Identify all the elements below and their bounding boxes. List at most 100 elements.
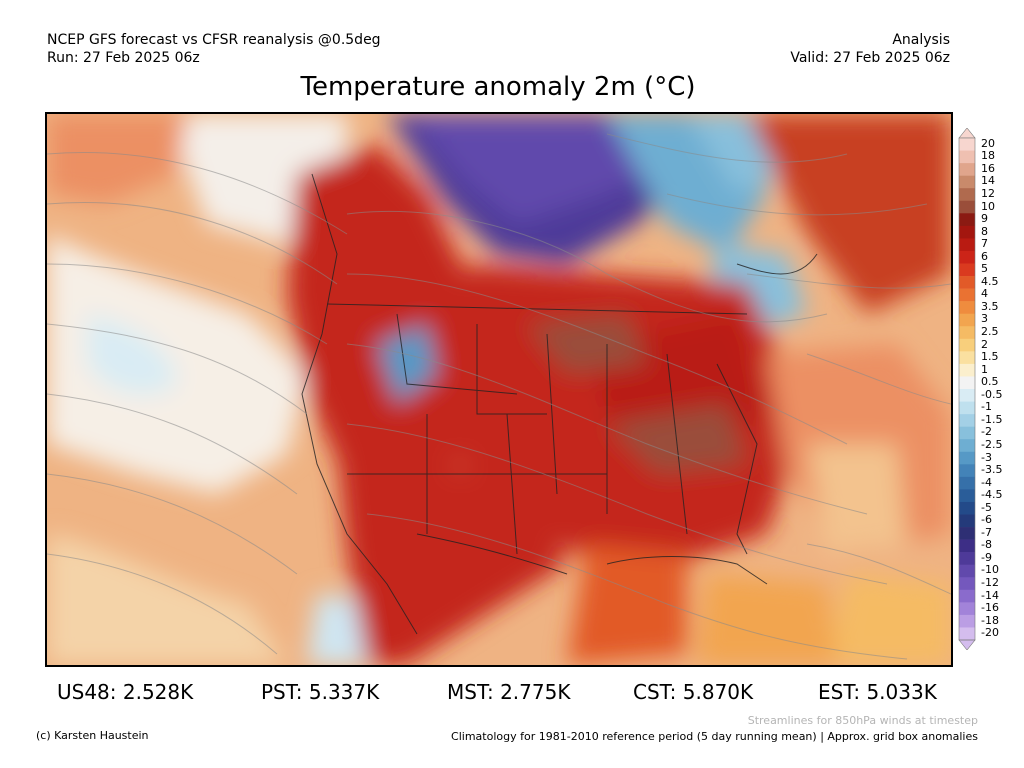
colorbar-tick-label: 20 bbox=[981, 136, 995, 150]
colorbar-tick-label: -3.5 bbox=[981, 463, 1003, 477]
colorbar-tick-label: -12 bbox=[981, 576, 999, 590]
colorbar-tick-label: 14 bbox=[981, 174, 995, 188]
colorbar-tick-label: -14 bbox=[981, 588, 999, 602]
colorbar-swatch bbox=[959, 602, 975, 616]
colorbar-swatch bbox=[959, 138, 975, 151]
run-time: Run: 27 Feb 2025 06z bbox=[47, 50, 200, 66]
colorbar-swatch bbox=[959, 163, 975, 176]
regional-stats: US48: 2.528K PST: 5.337K MST: 2.775K CST… bbox=[0, 679, 1024, 707]
colorbar-tick-label: -10 bbox=[981, 563, 999, 577]
stat-us48: US48: 2.528K bbox=[57, 680, 194, 704]
colorbar-swatch bbox=[959, 451, 975, 465]
colorbar-swatch bbox=[959, 276, 975, 289]
colorbar-frame bbox=[958, 137, 976, 641]
colorbar-tick-label: -8 bbox=[981, 538, 992, 552]
colorbar-swatch bbox=[959, 376, 975, 390]
colorbar-swatch bbox=[959, 200, 975, 214]
colorbar-swatch bbox=[959, 627, 975, 641]
colorbar-swatch bbox=[959, 464, 975, 478]
colorbar-swatch bbox=[959, 401, 975, 415]
colorbar-swatch bbox=[959, 589, 975, 603]
colorbar-swatch bbox=[959, 301, 975, 314]
colorbar-tick-label: 1.5 bbox=[981, 350, 999, 364]
colorbar-tick-label: -3 bbox=[981, 450, 992, 464]
colorbar-tick-label: 3.5 bbox=[981, 299, 999, 313]
stat-est: EST: 5.033K bbox=[818, 680, 937, 704]
credit-text: (c) Karsten Haustein bbox=[36, 729, 149, 742]
colorbar-swatch bbox=[959, 238, 975, 252]
colorbar-tick-label: 4 bbox=[981, 287, 988, 301]
colorbar-tick-label: 9 bbox=[981, 212, 988, 226]
analysis-label: Analysis bbox=[892, 32, 950, 48]
colorbar-tick-label: -1 bbox=[981, 400, 992, 414]
colorbar-swatch bbox=[959, 175, 975, 189]
colorbar-swatch bbox=[959, 363, 975, 377]
colorbar-tick-label: -7 bbox=[981, 525, 992, 539]
colorbar-bottom-arrow bbox=[958, 639, 976, 650]
colorbar-swatch bbox=[959, 514, 975, 528]
colorbar-tick-label: 7 bbox=[981, 237, 988, 251]
anomaly-map bbox=[45, 112, 953, 667]
colorbar-tick-label: 6 bbox=[981, 249, 988, 263]
colorbar-tick-label: -4.5 bbox=[981, 488, 1003, 502]
colorbar-tick-label: 16 bbox=[981, 161, 995, 175]
colorbar-tick-label: 2 bbox=[981, 337, 988, 351]
colorbar-swatch bbox=[959, 313, 975, 327]
colorbar-tick-label: -5 bbox=[981, 500, 992, 514]
colorbar-swatch bbox=[959, 326, 975, 340]
colorbar-swatch bbox=[959, 489, 975, 503]
colorbar-tick-label: -16 bbox=[981, 601, 999, 615]
map-canvas bbox=[47, 114, 951, 665]
colorbar-swatch bbox=[959, 414, 975, 427]
colorbar-tick-label: -18 bbox=[981, 613, 999, 627]
colorbar-swatch bbox=[959, 552, 975, 565]
colorbar-swatch bbox=[959, 338, 975, 352]
colorbar-swatch bbox=[959, 476, 975, 490]
colorbar-swatch bbox=[959, 439, 975, 453]
streamlines bbox=[47, 133, 951, 660]
stat-mst: MST: 2.775K bbox=[447, 680, 571, 704]
stat-cst: CST: 5.870K bbox=[633, 680, 754, 704]
anomaly-field bbox=[47, 114, 951, 665]
colorbar-swatch bbox=[959, 564, 975, 578]
colorbar-swatch bbox=[959, 501, 975, 515]
valid-time: Valid: 27 Feb 2025 06z bbox=[790, 50, 950, 66]
colorbar-swatch bbox=[959, 213, 975, 227]
colorbar-tick-label: 12 bbox=[981, 186, 995, 200]
colorbar-tick-label: 1 bbox=[981, 362, 988, 376]
coastline-borders bbox=[301, 173, 818, 635]
map-title: Temperature anomaly 2m (°C) bbox=[300, 72, 696, 102]
colorbar-tick-label: -6 bbox=[981, 513, 992, 527]
stat-pst: PST: 5.337K bbox=[261, 680, 380, 704]
colorbar-tick-label: 4.5 bbox=[981, 274, 999, 288]
header-right: Analysis Valid: 27 Feb 2025 06z bbox=[790, 31, 950, 67]
streamlines-note: Streamlines for 850hPa winds at timestep bbox=[747, 714, 978, 727]
colorbar-tick-label: 3 bbox=[981, 312, 988, 326]
colorbar-tick-label: -9 bbox=[981, 550, 992, 564]
colorbar-tick-label: 0.5 bbox=[981, 375, 999, 389]
colorbar bbox=[958, 128, 976, 650]
colorbar-tick-label: -1.5 bbox=[981, 412, 1003, 426]
colorbar-tick-label: 10 bbox=[981, 199, 995, 213]
colorbar-tick-label: -2.5 bbox=[981, 437, 1003, 451]
colorbar-tick-label: -20 bbox=[981, 626, 999, 640]
model-info: NCEP GFS forecast vs CFSR reanalysis @0.… bbox=[47, 32, 381, 48]
colorbar-swatch bbox=[959, 614, 975, 628]
colorbar-swatch bbox=[959, 250, 975, 264]
colorbar-swatch bbox=[959, 577, 975, 591]
colorbar-swatch bbox=[959, 426, 975, 440]
climatology-note: Climatology for 1981-2010 reference peri… bbox=[451, 730, 978, 743]
colorbar-swatch bbox=[959, 263, 975, 277]
header-left: NCEP GFS forecast vs CFSR reanalysis @0.… bbox=[47, 31, 381, 67]
colorbar-swatch bbox=[959, 188, 975, 202]
colorbar-swatch bbox=[959, 527, 975, 540]
colorbar-swatch bbox=[959, 389, 975, 402]
colorbar-tick-label: 5 bbox=[981, 262, 988, 276]
colorbar-swatch bbox=[959, 225, 975, 239]
colorbar-tick-label: 2.5 bbox=[981, 325, 999, 339]
colorbar-swatch bbox=[959, 351, 975, 365]
colorbar-tick-label: 8 bbox=[981, 224, 988, 238]
colorbar-tick-label: 18 bbox=[981, 149, 995, 163]
colorbar-tick-label: -2 bbox=[981, 425, 992, 439]
colorbar-swatch bbox=[959, 539, 975, 553]
